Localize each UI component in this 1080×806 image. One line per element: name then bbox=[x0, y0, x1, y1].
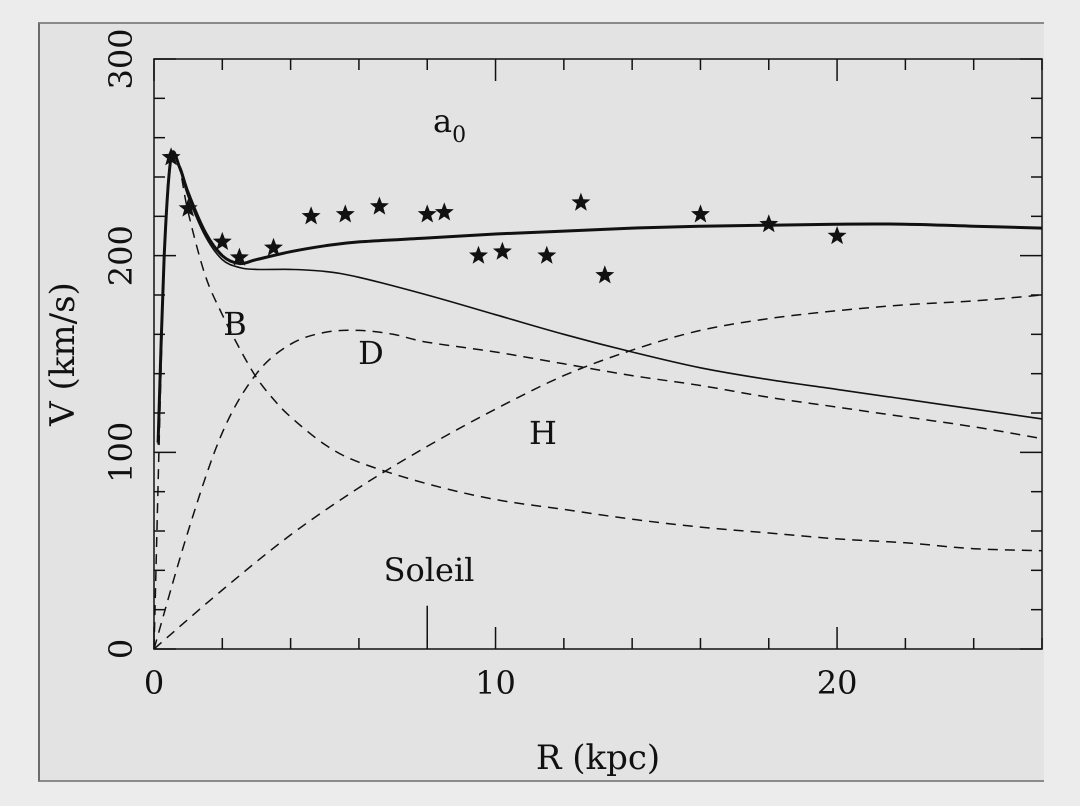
observed-star bbox=[434, 202, 454, 221]
x-tick-label: 10 bbox=[475, 664, 516, 702]
curves bbox=[153, 150, 1043, 650]
observed-star bbox=[571, 192, 591, 211]
observed-star bbox=[469, 245, 488, 264]
x-axis-label: R (kpc) bbox=[536, 738, 660, 778]
observed-star bbox=[229, 247, 249, 266]
figure-frame: 0 10 20 0 100 200 300 R (kpc) V (km/s) a0 B D … bbox=[38, 22, 1044, 782]
annotation-h: H bbox=[529, 414, 557, 452]
annotation-d: D bbox=[358, 334, 384, 372]
observed-star bbox=[492, 241, 512, 260]
observed-star bbox=[212, 231, 232, 250]
observed-star bbox=[369, 196, 389, 215]
annotation-a0-subscript: 0 bbox=[452, 123, 466, 148]
observed-star bbox=[691, 204, 710, 223]
observed-star bbox=[595, 265, 615, 284]
annotation-b: B bbox=[223, 305, 247, 343]
plot-area bbox=[153, 58, 1043, 650]
annotation-a0: a0 bbox=[433, 102, 466, 148]
observed-star bbox=[161, 147, 181, 166]
observed-star bbox=[827, 226, 847, 245]
annotation-a0-base: a bbox=[433, 102, 452, 140]
series-d bbox=[153, 329, 1043, 650]
observed-star bbox=[301, 206, 321, 225]
observed-star bbox=[537, 245, 557, 264]
y-tick-label: 100 bbox=[102, 422, 140, 483]
observed-star bbox=[759, 214, 779, 233]
observed-star bbox=[335, 204, 355, 223]
observed-points bbox=[161, 147, 847, 284]
x-tick-label: 20 bbox=[817, 664, 858, 702]
annotation-soleil: Soleil bbox=[384, 551, 475, 589]
observed-star bbox=[178, 198, 198, 217]
observed-star bbox=[264, 237, 283, 256]
y-tick-label: 200 bbox=[102, 225, 140, 286]
x-tick-label: 0 bbox=[144, 664, 164, 702]
series-h bbox=[153, 294, 1043, 650]
y-axis-label: V (km/s) bbox=[43, 282, 83, 427]
observed-star bbox=[417, 204, 437, 223]
y-tick-label: 0 bbox=[102, 639, 140, 659]
y-tick-label: 300 bbox=[102, 28, 140, 89]
